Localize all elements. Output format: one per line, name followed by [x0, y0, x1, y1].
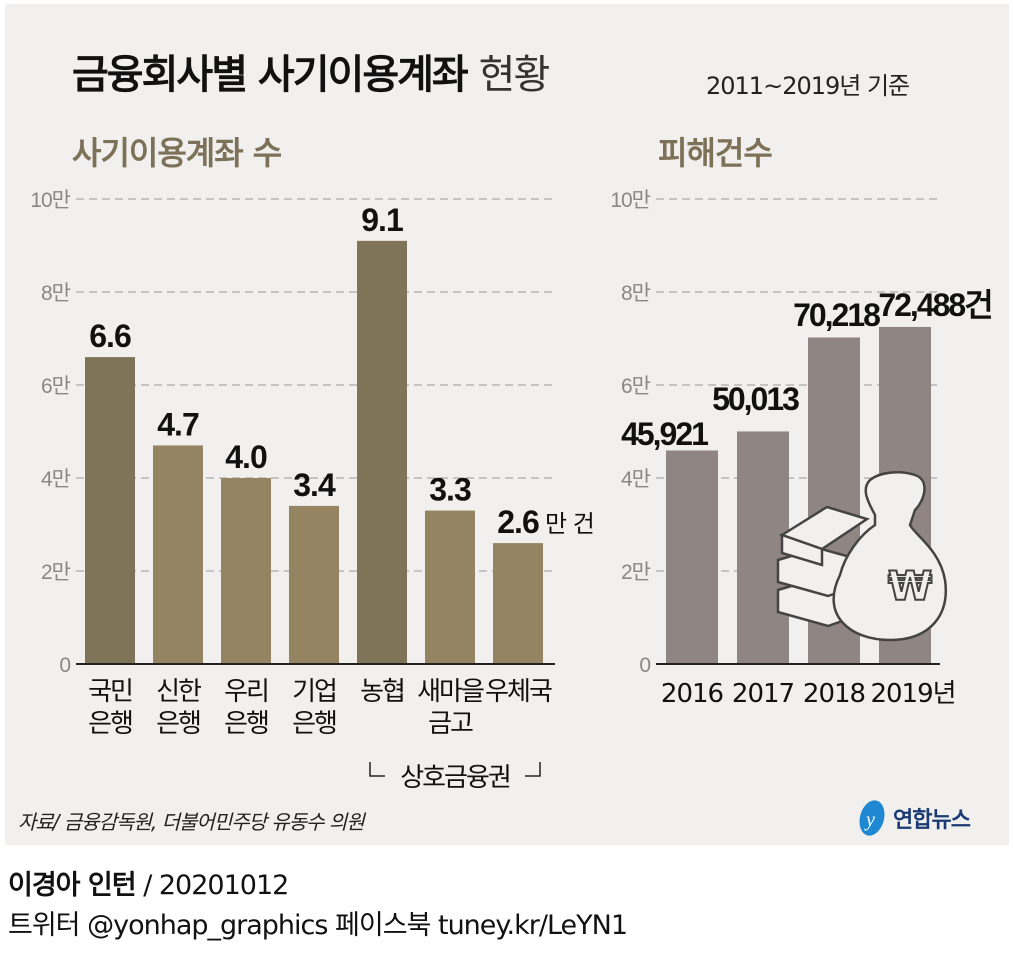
- bar: [493, 543, 543, 664]
- data-label: 3.3: [429, 472, 471, 508]
- social-line: 트위터 @yonhap_graphics 페이스북 tuney.kr/LeYN1: [8, 910, 628, 941]
- unit-suffix: 만 건: [545, 510, 594, 538]
- x-tick-label: 금고: [428, 709, 473, 739]
- yonhap-logo: y 연합뉴스: [855, 798, 971, 838]
- title-light: 현황: [478, 52, 551, 98]
- bar: [737, 431, 789, 664]
- left-chart-title: 사기이용계좌 수: [72, 134, 282, 172]
- data-label: 72,488건: [878, 287, 991, 323]
- bar: [289, 505, 339, 664]
- data-label: 9.1: [361, 202, 403, 238]
- y-tick-label: 6만: [621, 375, 651, 398]
- y-tick-label: 4만: [621, 468, 651, 491]
- x-tick-label: 은행: [224, 709, 268, 739]
- bar: [666, 450, 718, 664]
- x-tick-label: 농협: [360, 677, 404, 707]
- credit-line: 이경아 인턴 / 20201012: [8, 863, 289, 902]
- author: 이경아 인턴: [8, 870, 137, 901]
- y-tick-label: 6만: [41, 375, 71, 398]
- date: / 20201012: [135, 870, 289, 901]
- y-tick-label: 4만: [41, 468, 71, 491]
- y-tick-label: 8만: [41, 282, 71, 305]
- group-label: 상호금융권: [400, 763, 510, 793]
- y-tick-label: 10만: [610, 189, 650, 212]
- bar: [221, 478, 271, 664]
- data-label: 4.7: [157, 406, 199, 442]
- charts-svg: 02만4만6만8만10만6.6국민은행4.7신한은행4.0우리은행3.4기업은행…: [30, 189, 993, 793]
- logo-text: 연합뉴스: [893, 808, 971, 833]
- y-tick-label: 0: [59, 654, 70, 677]
- data-label: 6.6: [89, 318, 131, 354]
- bracket-left: [369, 762, 385, 777]
- period-label: 2011~2019년 기준: [706, 72, 910, 100]
- bar: [357, 240, 407, 664]
- money-bag-icon: ₩: [776, 471, 947, 642]
- svg-text:₩: ₩: [888, 564, 932, 610]
- x-tick-label: 은행: [156, 709, 200, 739]
- x-tick-label: 기업: [292, 677, 336, 707]
- x-tick-label: 국민: [88, 677, 132, 707]
- x-tick-label: 새마을: [417, 677, 484, 707]
- svg-text:y: y: [864, 809, 875, 831]
- bar: [425, 510, 475, 664]
- x-tick-label: 우체국: [485, 677, 552, 707]
- x-tick-label: 2019년: [870, 679, 955, 709]
- yonhap-logo-icon: y: [859, 800, 885, 836]
- y-tick-label: 2만: [621, 561, 651, 584]
- y-tick-label: 10만: [30, 189, 70, 212]
- title-bold: 금융회사별 사기이용계좌: [72, 52, 469, 98]
- data-label: 4.0: [225, 439, 267, 475]
- data-label: 50,013: [712, 381, 799, 417]
- bar: [85, 357, 135, 664]
- x-tick-label: 2017: [732, 679, 794, 709]
- x-tick-label: 2016: [661, 679, 723, 709]
- data-label: 2.6: [497, 504, 539, 540]
- page-title: 금융회사별 사기이용계좌 현황: [72, 42, 551, 100]
- y-tick-label: 0: [639, 654, 650, 677]
- data-label: 70,218: [793, 297, 880, 333]
- x-tick-label: 은행: [88, 709, 132, 739]
- y-tick-label: 8만: [621, 282, 651, 305]
- data-label: 3.4: [293, 467, 336, 503]
- bracket-right: [525, 762, 541, 777]
- right-chart-title: 피해건수: [658, 134, 773, 172]
- x-tick-label: 2018: [803, 679, 865, 709]
- x-tick-label: 신한: [156, 677, 201, 707]
- source-note: 자료/ 금융감독원, 더불어민주당 유동수 의원: [18, 810, 365, 834]
- y-tick-label: 2만: [41, 561, 71, 584]
- x-tick-label: 우리: [224, 677, 268, 707]
- bar: [153, 445, 203, 664]
- x-tick-label: 은행: [292, 709, 336, 739]
- data-label: 45,921: [621, 416, 708, 452]
